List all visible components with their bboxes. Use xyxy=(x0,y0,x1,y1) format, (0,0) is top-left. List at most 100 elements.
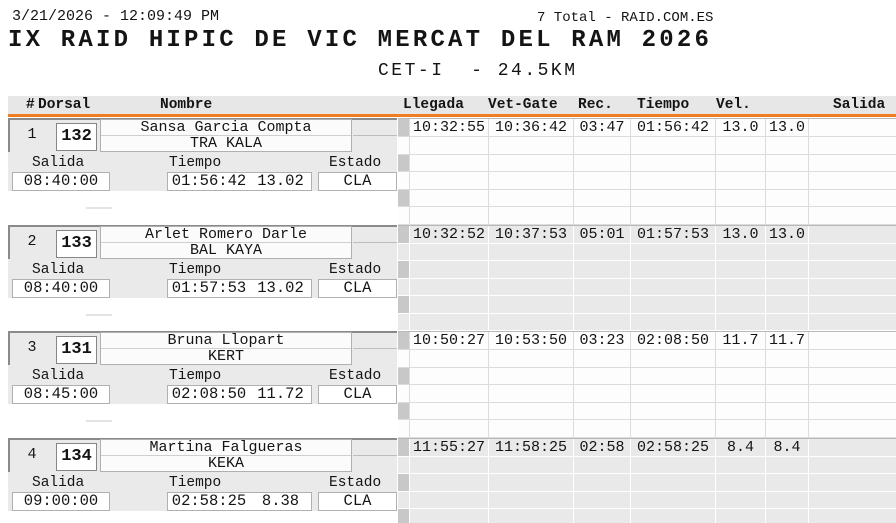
col-header-vel: Vel. xyxy=(716,97,751,113)
salida-cell xyxy=(809,492,896,509)
dorsal-number: 131 xyxy=(56,336,97,364)
salida-value-box: 09:00:00 xyxy=(12,491,110,511)
llegada-cell xyxy=(410,420,489,437)
vel-etapa-cell xyxy=(716,261,766,278)
vel-media-cell xyxy=(766,189,809,206)
col-header-position: # xyxy=(26,97,35,113)
salida-cell xyxy=(809,296,896,313)
rec-cell xyxy=(574,509,631,523)
col-header-nombre: Nombre xyxy=(160,97,213,113)
salida-cell xyxy=(809,119,896,136)
llegada-cell xyxy=(410,367,489,384)
rec-cell xyxy=(574,296,631,313)
gutter-cell xyxy=(398,438,410,456)
entry-left-rule xyxy=(8,331,10,365)
total-count-source: 7 Total - RAID.COM.ES xyxy=(537,10,714,26)
position-number: 4 xyxy=(27,445,37,463)
col-header-tiempo: Tiempo xyxy=(637,97,690,113)
estado-label: Estado xyxy=(329,368,382,384)
salida-cell xyxy=(809,420,896,437)
horse-name: KERT xyxy=(207,348,244,365)
salida-cell xyxy=(809,172,896,189)
salida-value-box: 08:40:00 xyxy=(12,278,110,298)
header-rule xyxy=(8,114,896,117)
vel-media-cell xyxy=(766,402,809,419)
gutter-cell xyxy=(398,278,410,295)
salida-cell xyxy=(809,385,896,402)
timing-grid-row: 11:55:27 11:58:25 02:58 02:58:25 8.4 8.4 xyxy=(398,438,896,457)
vel-etapa-cell xyxy=(716,296,766,313)
vel-media-cell: 13.0 xyxy=(766,225,809,243)
velocity-value-box: 8.38 xyxy=(250,491,312,511)
salida-cell xyxy=(809,509,896,523)
timing-grid-row xyxy=(398,313,896,331)
rec-cell xyxy=(574,491,631,508)
llegada-cell xyxy=(410,509,489,523)
gutter-cell xyxy=(398,350,410,367)
gutter-cell xyxy=(398,313,410,330)
llegada-cell xyxy=(410,474,489,491)
vel-etapa-cell xyxy=(716,491,766,508)
vet-gate-cell: 10:36:42 xyxy=(489,119,574,136)
gutter-cell xyxy=(398,189,410,206)
salida-cell xyxy=(809,457,896,474)
vel-etapa-cell xyxy=(716,474,766,491)
gutter-cell xyxy=(398,491,410,508)
salida-cell xyxy=(809,314,896,331)
vet-gate-cell xyxy=(489,402,574,419)
salida-cell xyxy=(809,155,896,172)
entry-left-rule xyxy=(8,437,10,472)
vel-media-cell: 13.0 xyxy=(766,119,809,136)
gutter-cell xyxy=(398,367,410,384)
tiempo-value-box: 01:57:53 xyxy=(167,278,251,298)
rider-name: Martina Falgueras xyxy=(101,440,351,456)
rec-cell xyxy=(574,207,631,224)
gutter-cell xyxy=(398,474,410,491)
block-divider xyxy=(86,420,112,422)
llegada-cell xyxy=(410,243,489,260)
entries: 1 132 Sansa Garcia Compta TRA KALA Salid… xyxy=(0,118,896,523)
timing-grid-row xyxy=(398,491,896,509)
gutter-cell xyxy=(398,456,410,473)
gutter-cell xyxy=(398,154,410,171)
vet-gate-cell xyxy=(489,154,574,171)
rec-cell xyxy=(574,137,631,154)
rider-name: Arlet Romero Darle xyxy=(101,227,351,243)
llegada-cell xyxy=(410,172,489,189)
vet-gate-cell: 11:58:25 xyxy=(489,438,574,456)
llegada-cell xyxy=(410,350,489,367)
timing-grid-row xyxy=(398,420,896,438)
tiempo-label: Tiempo xyxy=(169,155,222,171)
salida-cell xyxy=(809,474,896,491)
vel-etapa-cell xyxy=(716,385,766,402)
tiempo-cell xyxy=(631,296,716,313)
salida-cell xyxy=(809,190,896,207)
vel-media-cell xyxy=(766,491,809,508)
vel-etapa-cell xyxy=(716,154,766,171)
vet-gate-cell xyxy=(489,491,574,508)
vet-gate-cell xyxy=(489,189,574,206)
dorsal-number: 133 xyxy=(56,229,97,258)
estado-label: Estado xyxy=(329,155,382,171)
block-divider xyxy=(86,207,112,209)
llegada-cell xyxy=(410,296,489,313)
estado-value-box: CLA xyxy=(318,385,397,404)
name-box: Bruna Llopart KERT xyxy=(100,332,352,365)
vet-gate-cell xyxy=(489,420,574,437)
panel-empty-cell xyxy=(353,226,397,243)
estado-value-box: CLA xyxy=(318,491,397,511)
estado-value-box: CLA xyxy=(318,278,397,298)
vet-gate-cell xyxy=(489,296,574,313)
rec-cell xyxy=(574,474,631,491)
rec-cell xyxy=(574,154,631,171)
vel-etapa-cell xyxy=(716,509,766,523)
vet-gate-cell xyxy=(489,243,574,260)
rec-cell xyxy=(574,420,631,437)
vet-gate-cell xyxy=(489,367,574,384)
gutter-cell xyxy=(398,119,410,136)
vel-media-cell xyxy=(766,367,809,384)
tiempo-cell: 01:56:42 xyxy=(631,119,716,136)
report-datetime: 3/21/2026 - 12:09:49 PM xyxy=(12,8,220,25)
col-header-salida: Salida xyxy=(833,97,886,113)
timing-grid-row xyxy=(398,509,896,523)
